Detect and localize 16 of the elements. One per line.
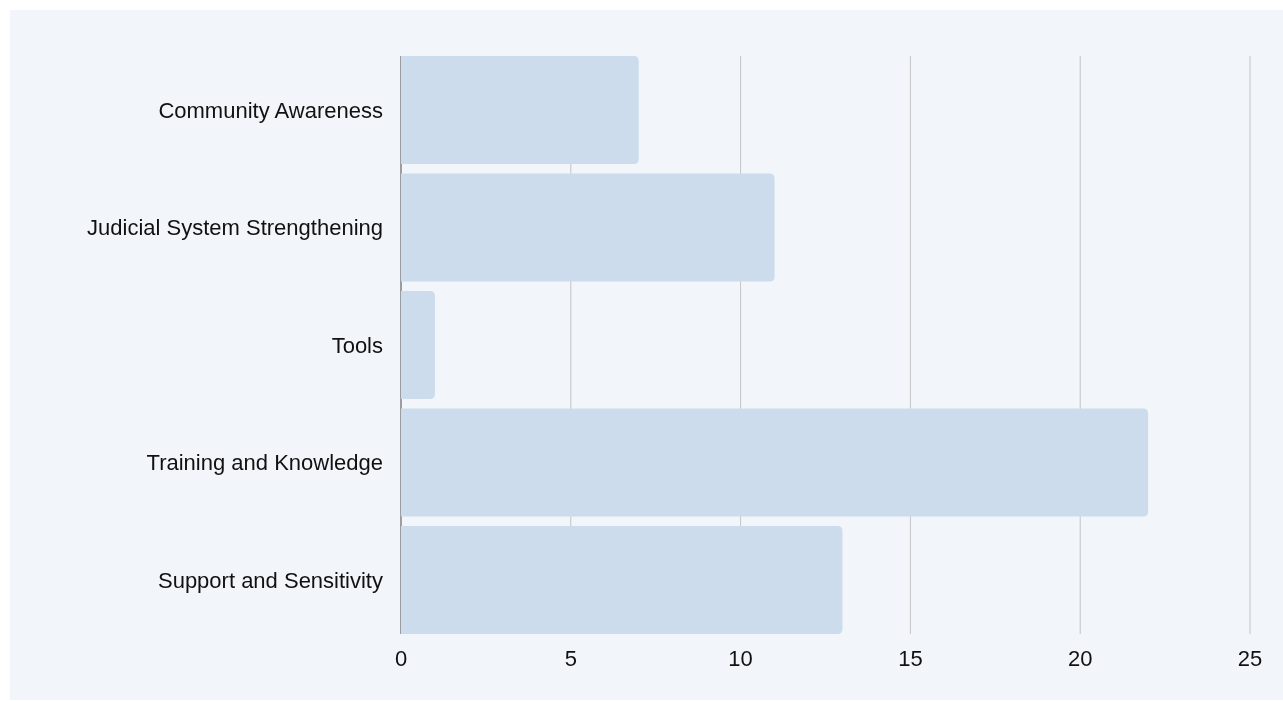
y-tick-label: Community Awareness <box>158 97 383 123</box>
x-tick-label: 0 <box>394 646 408 671</box>
bar <box>401 290 435 400</box>
x-tick-label: 5 <box>564 646 577 671</box>
bar <box>401 173 775 282</box>
x-tick-label: 25 <box>1237 646 1263 671</box>
y-tick-label: Training and Knowledge <box>146 450 383 476</box>
x-tick-label: 15 <box>898 646 923 671</box>
bar <box>401 408 1149 517</box>
bar <box>401 525 843 634</box>
x-tick-label: 10 <box>728 646 753 671</box>
x-tick-label: 20 <box>1067 646 1093 671</box>
bar <box>401 56 639 165</box>
y-tick-label: Tools <box>331 332 383 358</box>
y-tick-label: Judicial System Strengthening <box>87 215 383 241</box>
y-tick-label: Support and Sensitivity <box>157 567 383 593</box>
